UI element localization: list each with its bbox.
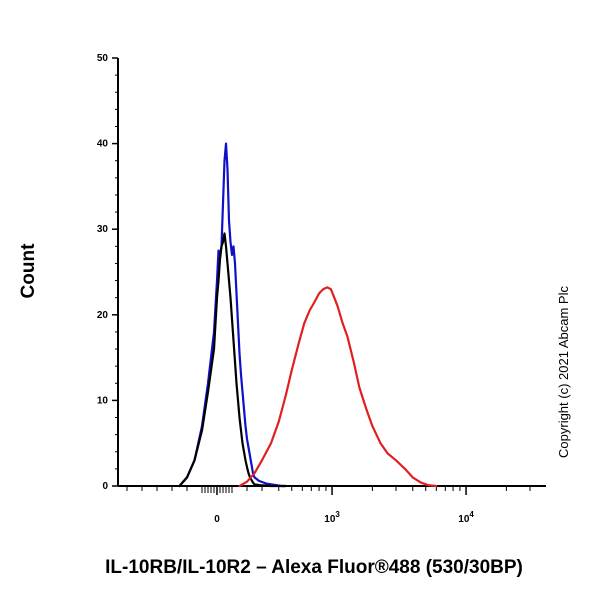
y-tick-label: 10 xyxy=(97,395,109,406)
x-axis-label: IL-10RB/IL-10R2 – Alexa Fluor®488 (530/3… xyxy=(105,557,523,578)
y-tick-label: 30 xyxy=(97,224,109,235)
x-tick-exponent: 3 xyxy=(335,510,340,519)
y-tick-label: 50 xyxy=(97,53,109,64)
axes-layer: 0 10 20 30 40 50 0 103 104 xyxy=(97,53,546,525)
histogram-curve-1 xyxy=(178,142,287,488)
y-tick-label: 20 xyxy=(97,310,109,321)
histogram-curve-2 xyxy=(178,232,287,488)
y-tick-label: 0 xyxy=(102,481,108,492)
curves-layer xyxy=(178,142,438,488)
histogram-curve-3 xyxy=(238,286,438,488)
x-tick-label: 104 xyxy=(458,510,474,525)
copyright-annotation: Copyright (c) 2021 Abcam Plc xyxy=(556,286,571,458)
x-tick-exponent: 4 xyxy=(469,510,474,519)
x-tick-label: 0 xyxy=(214,514,220,525)
y-tick-label: 40 xyxy=(97,139,109,150)
y-axis-label: Count xyxy=(18,243,39,299)
x-tick-label: 103 xyxy=(324,510,340,525)
